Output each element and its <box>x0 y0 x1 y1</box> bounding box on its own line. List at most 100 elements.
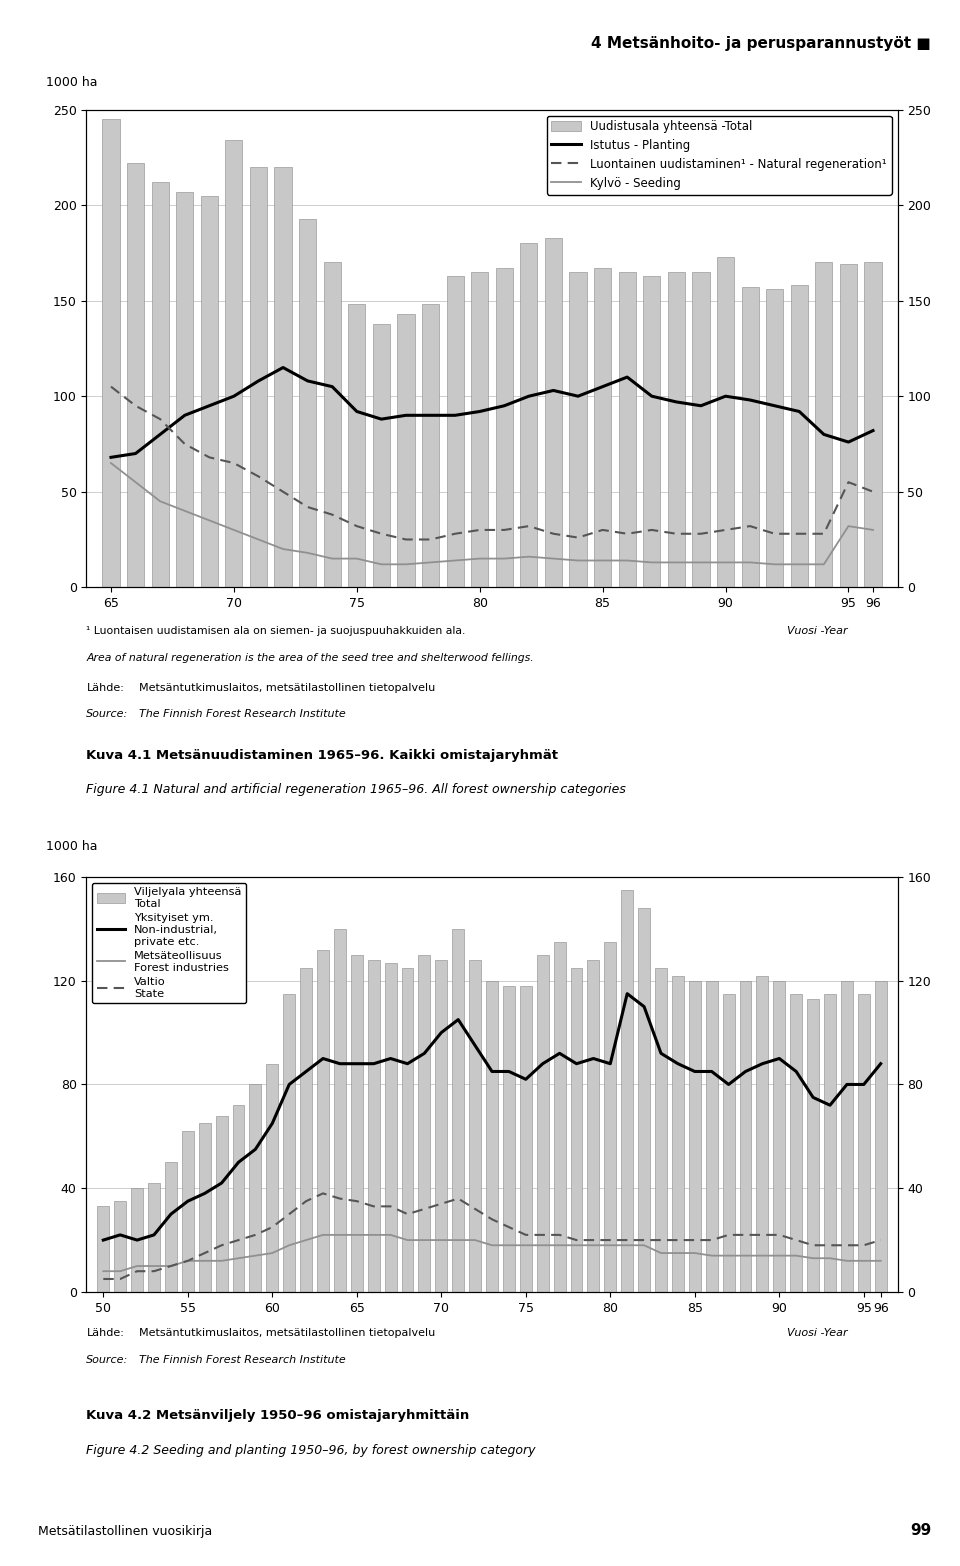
Bar <box>689 980 701 1292</box>
Bar <box>334 929 346 1292</box>
Bar <box>875 980 887 1292</box>
Text: Source:: Source: <box>86 709 129 719</box>
Bar <box>148 1182 160 1292</box>
Bar <box>114 1201 126 1292</box>
Bar <box>655 968 667 1292</box>
Bar <box>790 994 803 1292</box>
Bar <box>152 182 169 587</box>
Bar <box>275 168 292 587</box>
Bar <box>199 1123 210 1292</box>
Text: 99: 99 <box>910 1522 931 1538</box>
Text: 1000 ha: 1000 ha <box>46 839 97 852</box>
Bar <box>372 324 390 587</box>
Bar <box>324 263 341 587</box>
Bar <box>446 276 464 587</box>
Bar <box>176 191 193 587</box>
Bar <box>401 968 414 1292</box>
Bar <box>385 963 396 1292</box>
Bar <box>181 1131 194 1292</box>
Bar <box>266 1063 278 1292</box>
Bar <box>537 955 548 1292</box>
Bar <box>840 265 857 587</box>
Bar <box>368 960 379 1292</box>
Bar <box>791 285 808 587</box>
Bar <box>741 287 758 587</box>
Bar <box>103 119 120 587</box>
Bar <box>815 263 832 587</box>
Bar <box>864 263 881 587</box>
Bar <box>226 141 243 587</box>
Bar <box>554 941 565 1292</box>
Bar <box>672 976 684 1292</box>
Text: 4 Metsänhoito- ja perusparannustyöt ■: 4 Metsänhoito- ja perusparannustyöt ■ <box>591 36 931 52</box>
Bar <box>471 272 489 587</box>
Bar <box>216 1115 228 1292</box>
Legend: Uudistusala yhteensä -Total, Istutus - Planting, Luontainen uudistaminen¹ - Natu: Uudistusala yhteensä -Total, Istutus - P… <box>546 116 892 194</box>
Text: Metsäntutkimuslaitos, metsätilastollinen tietopalvelu: Metsäntutkimuslaitos, metsätilastollinen… <box>139 683 436 692</box>
Legend: Viljelyala yhteensä
Total, Yksityiset ym.
Non-industrial,
private etc., Metsäteo: Viljelyala yhteensä Total, Yksityiset ym… <box>92 883 246 1004</box>
Bar <box>397 315 415 587</box>
Bar <box>127 163 144 587</box>
Bar <box>605 941 616 1292</box>
Bar <box>232 1106 245 1292</box>
Bar <box>594 268 612 587</box>
Bar <box>419 955 430 1292</box>
Bar <box>348 304 366 587</box>
Bar <box>618 272 636 587</box>
Bar <box>250 168 267 587</box>
Bar <box>545 238 562 587</box>
Bar <box>723 994 734 1292</box>
Text: Vuosi -Year: Vuosi -Year <box>787 626 848 636</box>
Text: Vuosi -Year: Vuosi -Year <box>787 1328 848 1337</box>
Text: Lähde:: Lähde: <box>86 1328 124 1337</box>
Bar <box>317 949 329 1292</box>
Bar <box>422 304 439 587</box>
Text: Lähde:: Lähde: <box>86 683 124 692</box>
Bar <box>436 960 447 1292</box>
Bar <box>643 276 660 587</box>
Bar <box>97 1206 109 1292</box>
Bar <box>503 987 515 1292</box>
Bar <box>520 243 538 587</box>
Bar <box>250 1084 261 1292</box>
Bar <box>520 987 532 1292</box>
Text: The Finnish Forest Research Institute: The Finnish Forest Research Institute <box>139 1355 346 1364</box>
Text: Source:: Source: <box>86 1355 129 1364</box>
Text: 1000 ha: 1000 ha <box>46 77 97 89</box>
Bar <box>351 955 363 1292</box>
Bar <box>766 290 783 587</box>
Text: Kuva 4.2 Metsänviljely 1950–96 omistajaryhmittäin: Kuva 4.2 Metsänviljely 1950–96 omistajar… <box>86 1409 469 1422</box>
Text: Figure 4.1 Natural and artificial regeneration 1965–96. All forest ownership cat: Figure 4.1 Natural and artificial regene… <box>86 783 626 796</box>
Bar <box>824 994 836 1292</box>
Bar <box>300 968 312 1292</box>
Bar <box>132 1189 143 1292</box>
Text: Metsäntutkimuslaitos, metsätilastollinen tietopalvelu: Metsäntutkimuslaitos, metsätilastollinen… <box>139 1328 436 1337</box>
Text: The Finnish Forest Research Institute: The Finnish Forest Research Institute <box>139 709 346 719</box>
Text: ¹ Luontaisen uudistamisen ala on siemen- ja suojuspuuhakkuiden ala.: ¹ Luontaisen uudistamisen ala on siemen-… <box>86 626 466 636</box>
Bar <box>717 257 734 587</box>
Text: Area of natural regeneration is the area of the seed tree and shelterwood fellin: Area of natural regeneration is the area… <box>86 653 534 662</box>
Bar <box>692 272 709 587</box>
Bar <box>469 960 481 1292</box>
Bar <box>588 960 599 1292</box>
Bar <box>570 968 583 1292</box>
Text: Kuva 4.1 Metsänuudistaminen 1965–96. Kaikki omistajaryhmät: Kuva 4.1 Metsänuudistaminen 1965–96. Kai… <box>86 749 559 761</box>
Bar <box>495 268 513 587</box>
Text: Figure 4.2 Seeding and planting 1950–96, by forest ownership category: Figure 4.2 Seeding and planting 1950–96,… <box>86 1444 536 1456</box>
Bar <box>841 980 852 1292</box>
Text: Metsätilastollinen vuosikirja: Metsätilastollinen vuosikirja <box>38 1525 213 1538</box>
Bar <box>201 196 218 587</box>
Bar <box>756 976 768 1292</box>
Bar <box>774 980 785 1292</box>
Bar <box>452 929 464 1292</box>
Bar <box>858 994 870 1292</box>
Bar <box>486 980 498 1292</box>
Bar <box>299 219 316 587</box>
Bar <box>621 889 633 1292</box>
Bar <box>165 1162 177 1292</box>
Bar <box>739 980 752 1292</box>
Bar <box>668 272 685 587</box>
Bar <box>569 272 587 587</box>
Bar <box>638 908 650 1292</box>
Bar <box>706 980 718 1292</box>
